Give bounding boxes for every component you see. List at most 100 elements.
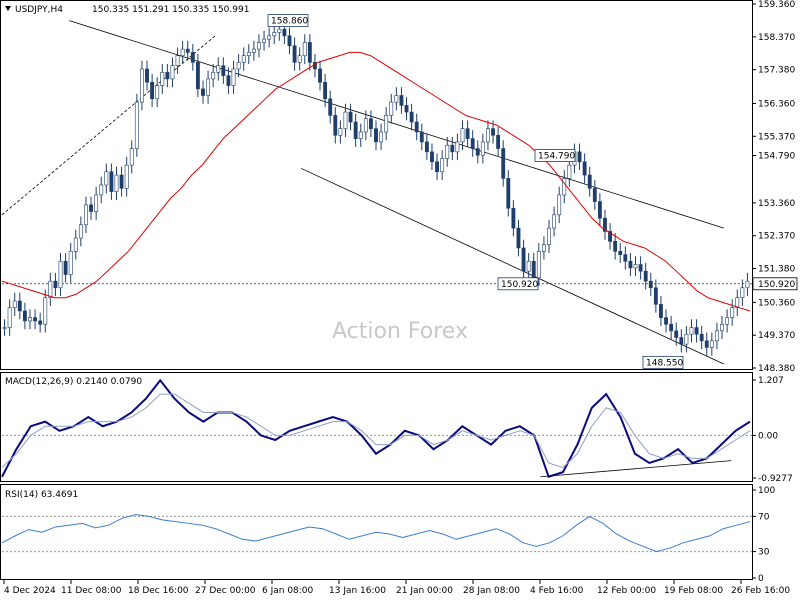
candle-body [226,75,231,86]
candle-body [68,251,73,275]
candle-body [730,307,735,318]
candle-body [547,227,551,245]
price-label-box [534,149,576,162]
candle-body [709,340,714,348]
candle-body [460,128,465,143]
candle-body [430,151,434,163]
candle-body [445,144,450,159]
candle-body [628,260,633,269]
candle-body [541,244,546,252]
candle-body [689,327,694,335]
candle-body [368,118,373,129]
candle-body [348,111,353,123]
candle-body [206,78,211,96]
candle-body [216,65,221,73]
candle-body [170,65,175,80]
candle-body [440,158,445,173]
candle-body [241,55,246,63]
price-axis-tick-label: 155.370 [758,132,795,142]
candle-body [114,174,119,192]
dropdown-triangle-icon[interactable] [5,6,11,11]
price-panel-frame [0,0,753,370]
candle-body [704,340,709,348]
candle-body [455,141,460,153]
price-axis-tick-label: 152.370 [758,232,795,242]
candle-body [496,134,501,149]
candle-body [43,297,48,325]
candle-body [12,300,17,308]
candle-body [307,42,312,63]
candle-body [338,128,343,136]
candle-body [58,260,63,289]
macd-title: MACD(12,26,9) 0.2140 0.0790 [5,377,142,387]
candle-body [236,62,241,70]
price-axis-tick-label: 157.380 [758,66,795,76]
candle-body [323,81,328,100]
channel-upper-line [69,20,724,229]
candle-body [511,207,516,229]
candle-body [597,201,602,219]
channel-lower-line [301,168,724,365]
price-label: 158.860 [267,14,308,27]
candle-body [318,68,322,83]
candle-body [623,254,628,262]
candle-body [145,68,149,83]
rsi-axis-tick-label: 30 [758,548,770,558]
candle-body [714,330,719,342]
candle-body [592,188,597,202]
rsi-panel-frame [0,484,753,580]
candle-body [180,48,185,57]
candle-body [287,35,292,47]
price-axis-tick-label: 151.380 [758,265,795,275]
time-axis-tick-label: 26 Feb 16:00 [731,586,790,596]
candle-body [328,98,333,116]
candle-body [608,231,612,242]
candle-body [89,204,93,212]
current-price-tag-text: 150.920 [758,280,795,290]
price-panel: Action Forex USDJPY,H4 150.335 151.291 1… [0,0,798,374]
candle-body [404,105,409,113]
price-axis: 159.360 158.370 157.380 156.360 155.370 154.7… [752,0,798,374]
candle-body [282,28,287,37]
candle-body [684,333,689,345]
candle-body [501,148,506,179]
candle-body [516,227,521,249]
candle-body [694,327,699,335]
candle-body [48,280,53,299]
price-label: 150.920 [497,277,539,291]
candle-body [190,52,195,63]
candle-body [99,184,104,196]
candle-body [587,174,592,189]
candle-body [740,287,745,299]
candle-body [435,161,439,173]
current-price-tag [752,277,798,291]
price-label-box [497,277,539,291]
time-axis-tick-label: 27 Dec 00:00 [195,586,256,596]
candle-body [450,144,455,153]
price-axis-tick-label: 148.380 [758,364,795,374]
candle-body [33,317,38,322]
price-label: 154.790 [534,149,576,162]
time-axis-tick-label: 21 Jan 00:00 [396,586,453,596]
price-plot: 158.860 154.790 150.920 148.550 [1,14,752,369]
candle-body [28,317,32,322]
price-axis-tick-label: 159.360 [758,0,795,10]
time-axis-tick-label: 13 Jan 16:00 [329,586,386,596]
candle-body [221,65,226,76]
price-axis-tick-label: 158.370 [758,33,795,43]
macd-axis: 1.207 0.00 -0.9277 [752,376,793,484]
candle-body [536,251,541,279]
candle-body [246,52,251,57]
candle-body [643,270,648,282]
price-label: 148.550 [642,355,684,369]
price-axis-tick-label: 156.360 [758,99,795,109]
time-axis-tick-label: 4 Feb 16:00 [530,586,584,596]
candle-body [638,264,643,272]
candle-body [353,121,358,139]
candle-body [389,101,394,116]
ohlc-label: 150.335 151.291 150.335 150.991 [92,5,249,15]
price-label-box [642,355,684,369]
watermark: Action Forex [332,319,468,344]
macd-axis-tick-label: -0.9277 [758,474,793,484]
candle-body [745,280,750,289]
